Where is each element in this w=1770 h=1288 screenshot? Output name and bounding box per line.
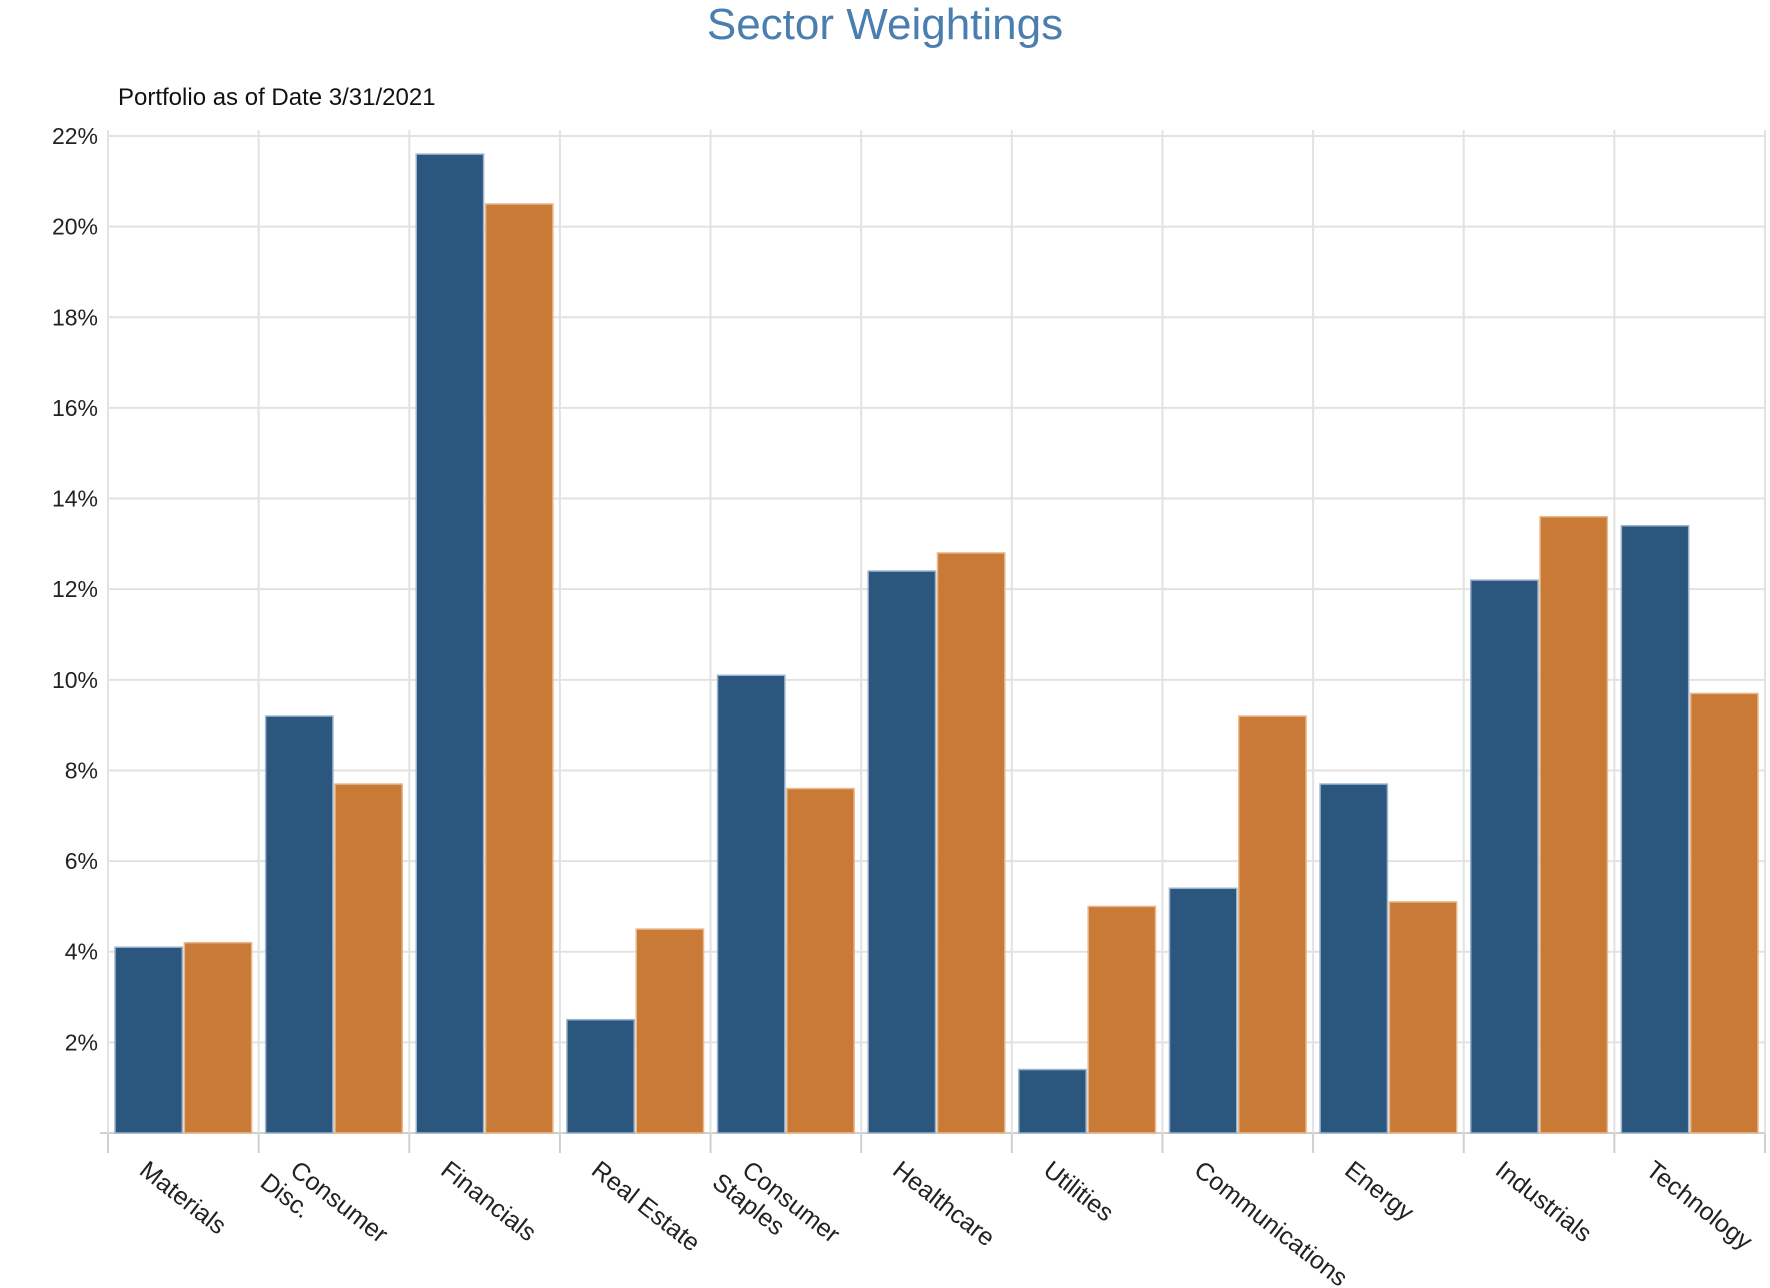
- bar-layer: [114, 153, 1759, 1134]
- y-tick-label: 8%: [65, 757, 98, 783]
- bar-consumer-disc-series-1: [264, 715, 334, 1134]
- x-category-label-line: Financials: [436, 1156, 542, 1247]
- x-category-label-line: Technology: [1641, 1156, 1758, 1256]
- y-tick-label: 6%: [65, 848, 98, 874]
- bar-energy-series-2: [1388, 901, 1458, 1134]
- x-category-label-healthcare: Healthcare: [887, 1156, 1000, 1253]
- x-category-label-line: Utilities: [1038, 1156, 1119, 1228]
- x-category-label-communications: Communications: [1189, 1156, 1353, 1288]
- bar-energy-series-1: [1319, 783, 1389, 1134]
- x-category-label-line: Industrials: [1490, 1156, 1597, 1248]
- x-category-label-materials: Materials: [134, 1156, 231, 1241]
- x-category-label-energy: Energy: [1339, 1156, 1419, 1227]
- bar-consumer-staples-series-2: [786, 787, 855, 1134]
- x-category-label-line: Real Estate: [586, 1156, 705, 1258]
- y-tick-label: 2%: [65, 1029, 98, 1055]
- x-category-label-line: Healthcare: [887, 1156, 1000, 1253]
- bar-real-estate-series-1: [566, 1018, 635, 1134]
- bar-materials-series-1: [114, 946, 184, 1134]
- x-category-label-utilities: Utilities: [1038, 1156, 1119, 1228]
- x-category-label-technology: Technology: [1641, 1156, 1758, 1256]
- bar-technology-series-1: [1620, 524, 1690, 1134]
- y-tick-label: 22%: [52, 123, 98, 149]
- x-category-label-financials: Financials: [436, 1156, 542, 1247]
- y-tick-label: 16%: [52, 395, 98, 421]
- bar-industrials-series-2: [1539, 515, 1609, 1134]
- bar-consumer-disc-series-2: [334, 783, 404, 1134]
- x-category-label-line: Energy: [1339, 1156, 1419, 1227]
- bar-technology-series-2: [1689, 692, 1759, 1134]
- bar-healthcare-series-2: [936, 552, 1006, 1134]
- bar-communications-series-2: [1238, 715, 1307, 1134]
- x-category-label-real-estate: Real Estate: [586, 1156, 705, 1258]
- bar-financials-series-1: [415, 153, 485, 1134]
- y-tick-label: 4%: [65, 939, 98, 965]
- x-category-label-consumer-staples: ConsumerStaples: [707, 1146, 845, 1271]
- chart-title: Sector Weightings: [706, 0, 1064, 49]
- bar-materials-series-2: [183, 941, 253, 1134]
- x-category-label-line: Communications: [1189, 1156, 1353, 1288]
- x-category-label-consumer-disc: ConsumerDisc.: [255, 1146, 393, 1271]
- bar-industrials-series-1: [1469, 579, 1539, 1134]
- y-tick-label: 20%: [52, 214, 98, 240]
- y-tick-label: 10%: [52, 667, 98, 693]
- x-category-label-industrials: Industrials: [1490, 1156, 1597, 1248]
- y-tick-label: 14%: [52, 486, 98, 512]
- y-tick-label: 18%: [52, 304, 98, 330]
- bar-healthcare-series-1: [867, 570, 937, 1134]
- bar-real-estate-series-2: [635, 928, 705, 1134]
- bar-utilities-series-1: [1018, 1068, 1087, 1134]
- bar-communications-series-1: [1168, 887, 1238, 1134]
- bar-consumer-staples-series-1: [716, 674, 786, 1134]
- x-category-label-line: Materials: [134, 1156, 231, 1241]
- bar-financials-series-2: [484, 203, 554, 1134]
- bar-utilities-series-2: [1087, 905, 1157, 1134]
- chart-subtitle: Portfolio as of Date 3/31/2021: [118, 84, 436, 111]
- y-tick-label: 12%: [52, 576, 98, 602]
